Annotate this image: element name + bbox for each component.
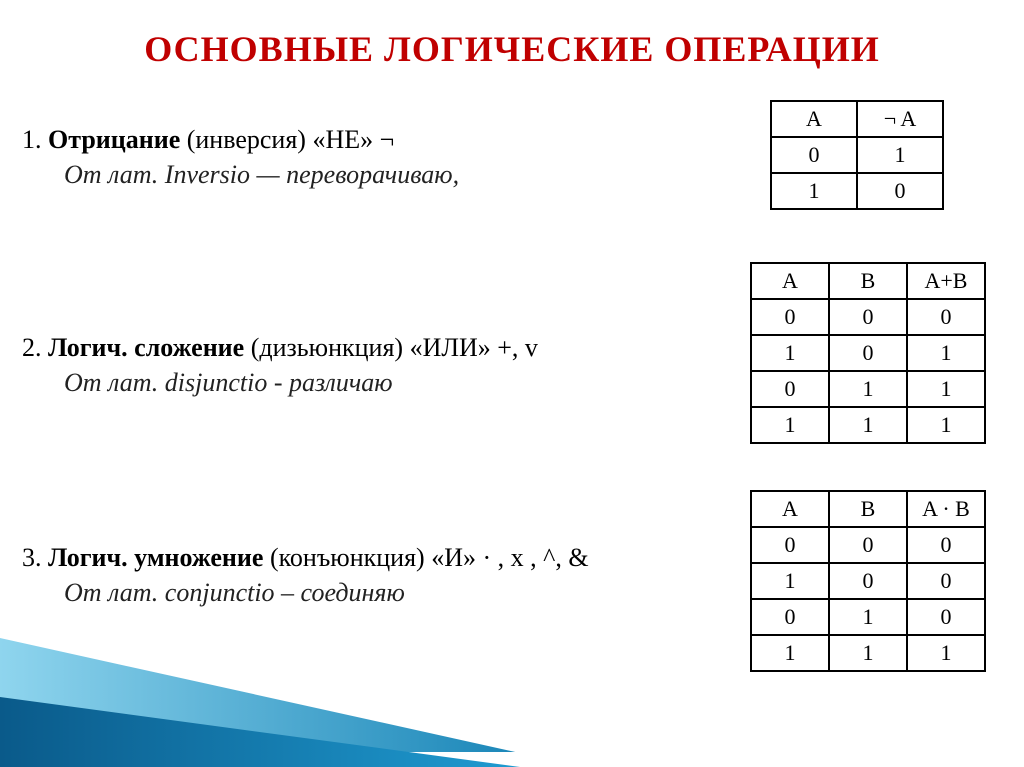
table-cell: 1 xyxy=(907,635,985,671)
table-cell: 0 xyxy=(829,563,907,599)
section-index: 1. xyxy=(22,125,48,154)
section-index: 3. xyxy=(22,543,48,572)
truth-table-and: A B A · B 0 0 0 1 0 0 0 1 0 1 1 1 xyxy=(750,490,986,672)
etymology: От лат. Inversio — переворачиваю, xyxy=(22,157,712,192)
table-header-row: A ¬ A xyxy=(771,101,943,137)
table-row: 0 1 xyxy=(771,137,943,173)
table-cell: 1 xyxy=(829,371,907,407)
table-cell: 0 xyxy=(751,299,829,335)
op-name: Логич. сложение xyxy=(48,333,251,362)
table-cell: 0 xyxy=(829,335,907,371)
table-row: 0 0 0 xyxy=(751,299,985,335)
table-row: 0 0 0 xyxy=(751,527,985,563)
table-cell: 1 xyxy=(907,335,985,371)
table-cell: 0 xyxy=(907,527,985,563)
etymology: От лат. disjunctio - различаю xyxy=(22,365,712,400)
table-header-cell: A xyxy=(751,263,829,299)
table-cell: 0 xyxy=(751,527,829,563)
table-cell: 0 xyxy=(907,299,985,335)
section-index: 2. xyxy=(22,333,48,362)
table-cell: 0 xyxy=(829,527,907,563)
slide-title: ОСНОВНЫЕ ЛОГИЧЕСКИЕ ОПЕРАЦИИ xyxy=(0,0,1024,70)
section-or: 2. Логич. сложение (дизьюнкция) «ИЛИ» +,… xyxy=(22,330,712,400)
truth-table-or: A B A+B 0 0 0 1 0 1 0 1 1 1 1 1 xyxy=(750,262,986,444)
table-cell: 1 xyxy=(751,635,829,671)
decor-wedge-icon xyxy=(0,637,520,767)
op-quote: «И» · , x , ^, & xyxy=(431,543,588,572)
table-cell: 0 xyxy=(907,599,985,635)
op-name: Отрицание xyxy=(48,125,187,154)
op-name: Логич. умножение xyxy=(48,543,270,572)
op-quote: «НЕ» ¬ xyxy=(312,125,394,154)
op-quote: «ИЛИ» +, v xyxy=(410,333,538,362)
op-paren: (инверсия) xyxy=(187,125,313,154)
table-cell: A · B xyxy=(907,491,985,527)
table-row: 1 0 xyxy=(771,173,943,209)
table-cell: 1 xyxy=(829,407,907,443)
table-header-cell: B xyxy=(829,263,907,299)
table-header-cell: B xyxy=(829,491,907,527)
table-row: 1 1 1 xyxy=(751,407,985,443)
table-row: 0 1 1 xyxy=(751,371,985,407)
truth-table-not: A ¬ A 0 1 1 0 xyxy=(770,100,944,210)
table-cell: 1 xyxy=(771,173,857,209)
slide: ОСНОВНЫЕ ЛОГИЧЕСКИЕ ОПЕРАЦИИ 1. Отрицани… xyxy=(0,0,1024,767)
table-cell: 1 xyxy=(829,635,907,671)
section-line1: 3. Логич. умножение (конъюнкция) «И» · ,… xyxy=(22,540,712,575)
table-header-cell: A xyxy=(751,491,829,527)
table-cell: 0 xyxy=(751,371,829,407)
table-cell: 0 xyxy=(829,299,907,335)
table-header-cell: A xyxy=(771,101,857,137)
table-cell: 1 xyxy=(751,563,829,599)
section-line1: 1. Отрицание (инверсия) «НЕ» ¬ xyxy=(22,122,712,157)
table-row: 1 1 1 xyxy=(751,635,985,671)
op-paren: (конъюнкция) xyxy=(270,543,431,572)
table-cell: 1 xyxy=(857,137,943,173)
table-cell: 1 xyxy=(829,599,907,635)
table-header-row: A B A+B xyxy=(751,263,985,299)
table-header-cell: ¬ A xyxy=(857,101,943,137)
table-row: 1 0 1 xyxy=(751,335,985,371)
etymology: От лат. conjunctio – соединяю xyxy=(22,575,712,610)
table-cell: 0 xyxy=(907,563,985,599)
table-header-row: A B A · B xyxy=(751,491,985,527)
section-not: 1. Отрицание (инверсия) «НЕ» ¬ От лат. I… xyxy=(22,122,712,192)
table-cell: 0 xyxy=(771,137,857,173)
section-and: 3. Логич. умножение (конъюнкция) «И» · ,… xyxy=(22,540,712,610)
table-header-cell: A+B xyxy=(907,263,985,299)
table-cell: 1 xyxy=(751,407,829,443)
table-cell: 0 xyxy=(857,173,943,209)
op-paren: (дизьюнкция) xyxy=(251,333,410,362)
section-line1: 2. Логич. сложение (дизьюнкция) «ИЛИ» +,… xyxy=(22,330,712,365)
table-cell: 1 xyxy=(751,335,829,371)
table-cell: 0 xyxy=(751,599,829,635)
table-row: 1 0 0 xyxy=(751,563,985,599)
table-row: 0 1 0 xyxy=(751,599,985,635)
table-cell: 1 xyxy=(907,407,985,443)
table-cell: 1 xyxy=(907,371,985,407)
